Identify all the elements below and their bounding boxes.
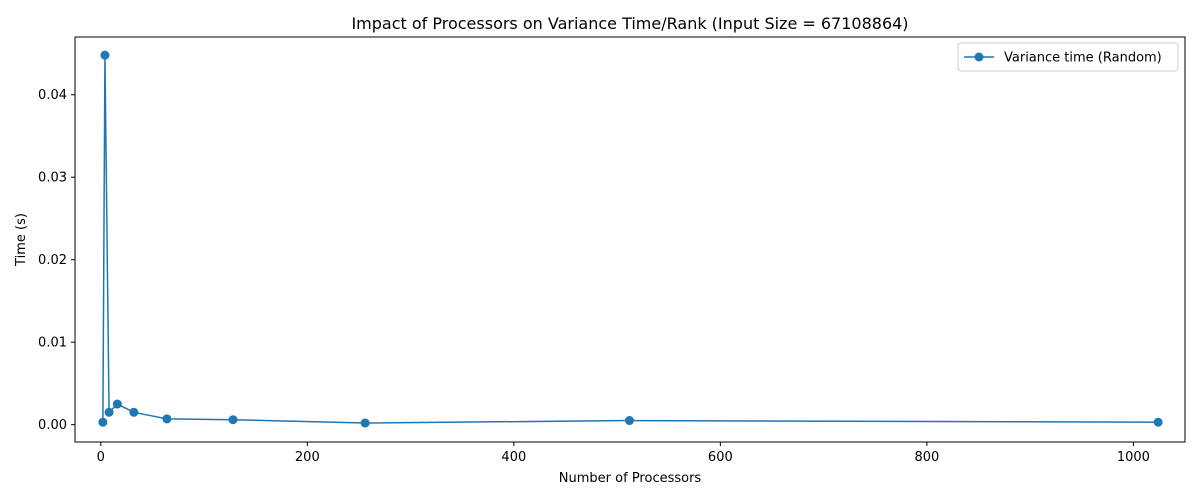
x-axis-ticks: 0 200 400 600 800 1000 xyxy=(97,442,1150,465)
data-point xyxy=(129,407,139,417)
y-axis-title: Time (s) xyxy=(14,213,29,267)
legend-box xyxy=(957,42,1179,72)
series-line xyxy=(102,55,1159,424)
data-point xyxy=(624,416,634,426)
x-tick-label: 1000 xyxy=(1117,450,1150,465)
data-point xyxy=(1153,417,1163,427)
x-tick-label: 600 xyxy=(708,450,733,465)
data-point xyxy=(98,417,108,427)
y-tick-label: 0.04 xyxy=(38,88,67,103)
y-axis-ticks: 0.00 0.01 0.02 0.03 0.04 xyxy=(38,88,75,433)
plot-frame xyxy=(74,36,1186,443)
plot-area: 0 200 400 600 800 1000 0.00 0.01 0.02 0.03 0.04 xyxy=(38,36,1186,465)
y-tick-label: 0.02 xyxy=(38,253,67,268)
y-tick-label: 0.00 xyxy=(38,418,67,433)
data-point xyxy=(360,418,370,428)
data-point xyxy=(162,414,172,424)
data-point xyxy=(112,399,122,409)
x-axis-title: Number of Processors xyxy=(559,471,702,486)
chart-title: Impact of Processors on Variance Time/Ra… xyxy=(351,14,908,33)
data-point xyxy=(100,50,110,60)
legend-series-marker xyxy=(974,52,984,62)
x-tick-label: 200 xyxy=(295,450,320,465)
series-layer xyxy=(98,50,1163,428)
y-tick-label: 0.03 xyxy=(38,171,67,186)
legend-series-label: Variance time (Random) xyxy=(1004,51,1162,66)
x-tick-label: 400 xyxy=(501,450,526,465)
x-tick-label: 800 xyxy=(914,450,939,465)
x-tick-label: 0 xyxy=(97,450,105,465)
data-point xyxy=(228,415,238,425)
y-tick-label: 0.01 xyxy=(38,336,67,351)
data-point xyxy=(104,407,114,417)
legend: Variance time (Random) xyxy=(957,42,1179,72)
